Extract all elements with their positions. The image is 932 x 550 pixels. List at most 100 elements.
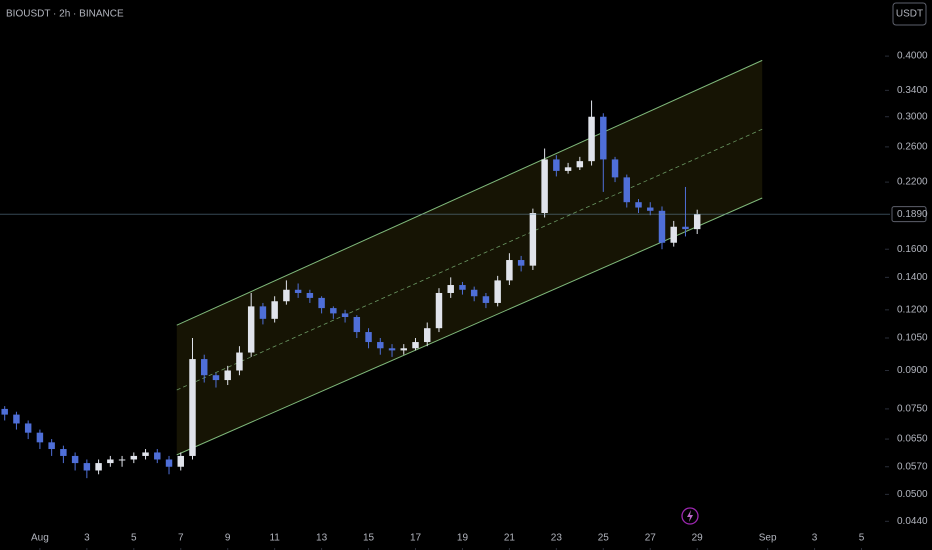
candle-body [553,159,560,171]
x-tick-label: 21 [504,533,516,544]
candle-body [482,296,490,303]
candle-body [412,342,419,349]
candle-body [494,280,501,303]
y-tick-label: 0.1400 [897,272,928,283]
candle-body [529,213,537,266]
candle-body [400,348,407,351]
candle-body [517,260,525,266]
candle-body [470,289,478,297]
x-tick-label: 3 [84,533,90,544]
candle-body [658,210,666,243]
candle-body [693,214,701,230]
candle-body [506,260,513,281]
y-tick-label: 0.1600 [897,244,928,255]
candle-body [24,423,32,433]
event-icon[interactable] [681,507,699,525]
candle-body [13,414,20,424]
channel-mid [176,128,763,391]
candle-body [271,301,278,319]
currency-label[interactable]: USDT [896,9,923,20]
y-tick-label: 0.0440 [897,516,928,527]
x-tick-label: Aug [31,533,49,544]
candle-body [306,292,314,298]
candle-body [447,285,454,293]
candle-body [283,289,290,302]
y-tick-label: 0.3000 [897,111,928,122]
channel-upper [176,59,763,326]
x-tick-label: 29 [692,533,704,544]
x-tick-label: 5 [131,533,137,544]
candle-body [647,207,654,211]
candle-body [541,159,548,214]
x-tick-label: 25 [598,533,610,544]
x-tick-label: 9 [225,533,231,544]
candle-body [318,297,325,309]
plot-area [1,59,763,479]
candle-body [247,306,255,353]
x-tick-label: 11 [269,533,280,544]
candle-body [670,226,677,243]
candle-body [635,202,642,208]
currency-button[interactable] [892,2,927,26]
candle-body [294,289,302,293]
candle-body [459,285,466,290]
channel-fill [176,60,763,455]
x-tick-label: 15 [363,533,375,544]
candle-body [130,455,138,460]
y-tick-label: 0.2200 [897,177,928,188]
x-tick-label: 19 [457,533,469,544]
candle-body [165,459,173,467]
y-tick-label: 0.1050 [897,333,928,344]
y-tick-label: 0.0750 [897,404,928,415]
candle-body [365,332,372,343]
candle-body [212,375,220,381]
x-tick-label: 5 [859,533,865,544]
candle-body [154,452,161,460]
candle-body [177,455,184,467]
candle-body [623,177,631,203]
candle-body [388,348,396,351]
y-tick-label: 0.1200 [897,304,928,315]
candle-body [341,313,349,317]
price-label: 0.1890 [897,209,928,220]
candle-body [611,159,619,178]
candle-body [682,226,689,230]
candle-body [353,316,361,333]
candle-body [1,408,8,415]
x-tick-label: 17 [410,533,422,544]
candle-body [330,308,337,314]
y-tick-label: 0.2600 [897,142,928,153]
candle-body [95,463,102,471]
candle-body [259,306,267,319]
candle-body [377,342,384,349]
candle-body [600,116,607,160]
candle-body [564,167,572,171]
x-tick-label: 13 [316,533,328,544]
candle-body [60,449,67,456]
candle-body [424,328,431,343]
x-tick-label: 27 [645,533,657,544]
candle-body [435,292,443,329]
candle-body [201,359,208,376]
y-tick-label: 0.0650 [897,434,928,445]
chart-title: BIOUSDT · 2h · BINANCE [6,9,124,20]
candle-body [189,359,196,456]
x-tick-label: 7 [178,533,184,544]
x-tick-label: 23 [551,533,563,544]
candle-body [48,442,55,450]
candle-body [36,432,44,443]
y-tick-label: 0.0570 [897,461,928,472]
price-label-box [891,206,927,223]
event-icon-bolt [687,510,693,522]
candle-body [142,452,149,456]
candle-body [588,116,595,162]
candle-body [118,459,126,461]
candle-body [83,463,91,471]
y-tick-label: 0.3400 [897,85,928,96]
candle-body [71,455,79,464]
candle-body [107,459,114,464]
y-tick-label: 0.0500 [897,489,928,500]
candle-body [576,161,584,168]
